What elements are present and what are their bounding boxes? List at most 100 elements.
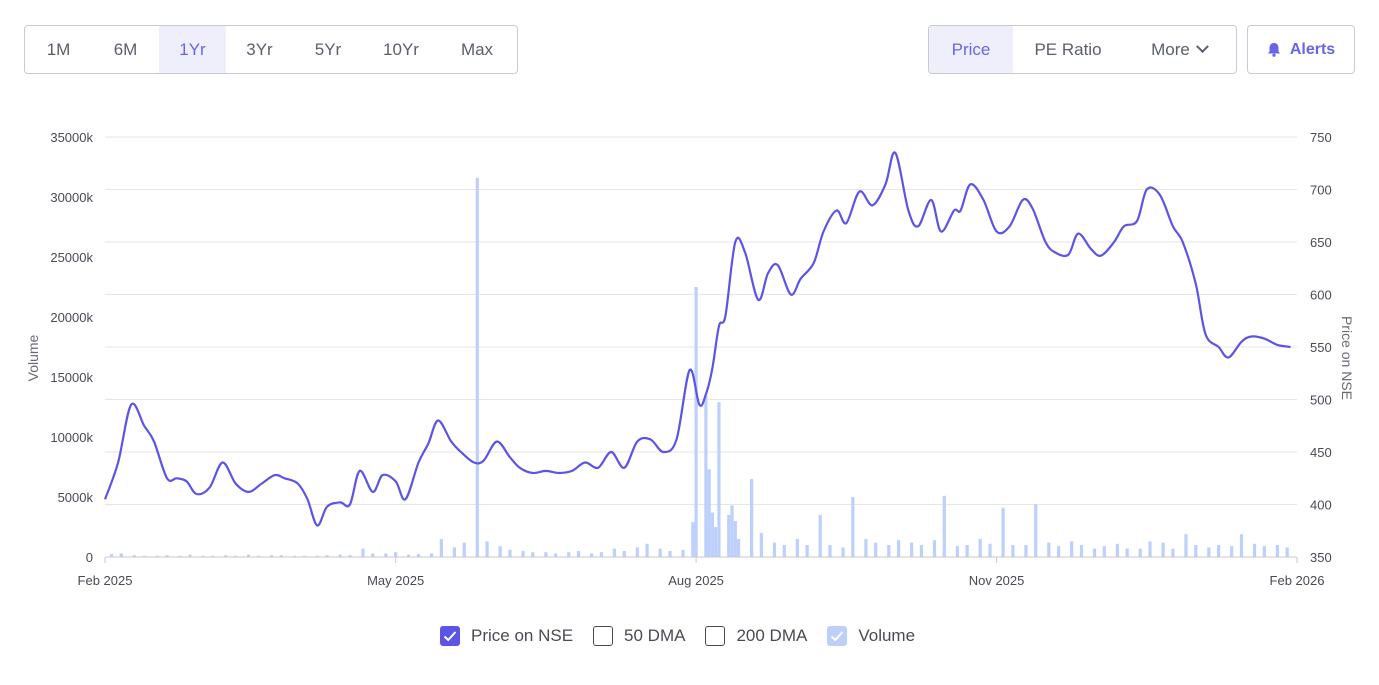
volume-bar xyxy=(717,402,721,557)
volume-bar xyxy=(279,555,283,557)
volume-bar xyxy=(407,554,411,557)
alerts-button[interactable]: Alerts xyxy=(1247,25,1355,74)
volume-bar xyxy=(1138,548,1142,557)
volume-bar xyxy=(750,479,754,557)
x-tick-label: May 2025 xyxy=(367,573,424,588)
volume-bar xyxy=(188,554,192,557)
volume-bar xyxy=(1148,541,1152,557)
tab-1yr[interactable]: 1Yr xyxy=(159,26,226,73)
volume-bar xyxy=(910,542,914,557)
y-left-tick-label: 25000k xyxy=(50,250,93,265)
y-left-tick-label: 20000k xyxy=(50,310,93,325)
tab-max[interactable]: Max xyxy=(460,39,494,59)
volume-bar xyxy=(1194,545,1198,557)
axes: 0 5000k 10000k 15000k 20000k 25000k 30000k 3500… xyxy=(25,130,1355,588)
legend-50dma[interactable]: 50 DMA xyxy=(593,626,685,646)
volume-bar xyxy=(599,552,603,557)
tab-price[interactable]: Price xyxy=(929,26,1013,73)
y-left-tick-label: 15000k xyxy=(50,370,93,385)
volume-bar xyxy=(462,542,466,557)
volume-bar xyxy=(211,555,215,557)
y-left-tick-label: 10000k xyxy=(50,430,93,445)
tab-1m[interactable]: 1M xyxy=(46,39,71,59)
volume-bar xyxy=(531,552,535,557)
y-left-tick-label: 30000k xyxy=(50,190,93,205)
volume-bar xyxy=(668,551,672,557)
x-tick-label: Feb 2025 xyxy=(78,573,133,588)
period-selector: 1M 6M 1Yr 3Yr 5Yr 10Yr Max xyxy=(24,25,518,74)
volume-bar xyxy=(874,542,878,557)
tab-6m[interactable]: 6M xyxy=(113,39,138,59)
volume-bar xyxy=(965,545,969,557)
alerts-label: Alerts xyxy=(1289,40,1336,58)
volume-bar xyxy=(1125,548,1129,557)
volume-bar xyxy=(988,543,992,557)
volume-bar xyxy=(371,553,375,557)
volume-bar xyxy=(109,554,114,557)
volume-bar xyxy=(1047,542,1051,557)
legend-label: Volume xyxy=(858,626,916,645)
volume-bar xyxy=(841,547,845,557)
volume-bar xyxy=(416,554,421,557)
grid-lines xyxy=(105,136,1297,558)
legend-price[interactable]: Price on NSE xyxy=(440,626,573,646)
volume-bar xyxy=(1102,546,1106,557)
tab-10yr[interactable]: 10Yr xyxy=(383,39,419,59)
volume-bar xyxy=(782,545,786,557)
x-tick-label: Aug 2025 xyxy=(668,573,724,588)
legend-200dma[interactable]: 200 DMA xyxy=(705,626,807,646)
volume-bar xyxy=(691,522,695,557)
tab-5yr[interactable]: 5Yr xyxy=(314,39,342,59)
price-line xyxy=(103,151,1291,527)
more-dropdown[interactable]: More xyxy=(1123,26,1235,73)
x-tick-label: Nov 2025 xyxy=(969,573,1025,588)
legend-label: 50 DMA xyxy=(624,626,686,645)
volume-bar xyxy=(730,505,734,557)
volume-bar xyxy=(622,551,626,557)
volume-bar xyxy=(508,549,512,557)
volume-bar xyxy=(1239,534,1244,557)
tab-pe-ratio[interactable]: PE Ratio xyxy=(1034,39,1102,59)
volume-bar xyxy=(1161,542,1165,557)
volume-bar xyxy=(772,542,777,557)
checkbox-icon xyxy=(705,626,726,646)
volume-bar xyxy=(828,545,832,557)
volume-bar xyxy=(1230,546,1234,557)
y-right-tick-label: 700 xyxy=(1310,183,1332,198)
volume-bar xyxy=(1024,545,1028,557)
volume-bar xyxy=(942,495,946,557)
volume-bar xyxy=(256,555,261,557)
volume-bar xyxy=(710,512,715,557)
y-right-tick-label: 600 xyxy=(1310,288,1332,303)
volume-bar xyxy=(132,555,136,557)
volume-bar xyxy=(165,555,169,557)
volume-bar xyxy=(1275,545,1280,557)
volume-bar xyxy=(818,515,822,557)
volume-bar xyxy=(864,539,868,557)
volume-bar xyxy=(292,555,297,557)
volume-bar xyxy=(612,548,617,557)
legend-volume[interactable]: Volume xyxy=(827,626,915,646)
volume-bar xyxy=(384,553,388,557)
volume-bar xyxy=(576,551,581,557)
chart-legend: Price on NSE 50 DMA 200 DMA Volume xyxy=(440,626,935,646)
volume-bar xyxy=(338,554,342,557)
volume-bar xyxy=(978,539,982,557)
checkbox-checked-icon xyxy=(440,626,460,646)
volume-bar xyxy=(645,543,649,557)
volume-bar xyxy=(1079,545,1084,557)
volume-bar xyxy=(201,555,205,557)
volume-bar xyxy=(1207,547,1211,557)
x-tick-label: Feb 2026 xyxy=(1270,573,1325,588)
volume-bar xyxy=(1171,548,1175,557)
volume-bar xyxy=(1184,534,1188,557)
volume-bar xyxy=(932,540,937,557)
volume-bar xyxy=(485,541,489,557)
y-right-tick-label: 450 xyxy=(1310,445,1332,460)
y-right-tick-label: 550 xyxy=(1310,340,1332,355)
volume-bar xyxy=(736,539,741,557)
volume-bar xyxy=(805,545,809,557)
volume-bar xyxy=(155,555,159,557)
tab-3yr[interactable]: 3Yr xyxy=(246,39,273,59)
price-volume-chart: 0 5000k 10000k 15000k 20000k 25000k 30000k 3500… xyxy=(25,130,1355,588)
